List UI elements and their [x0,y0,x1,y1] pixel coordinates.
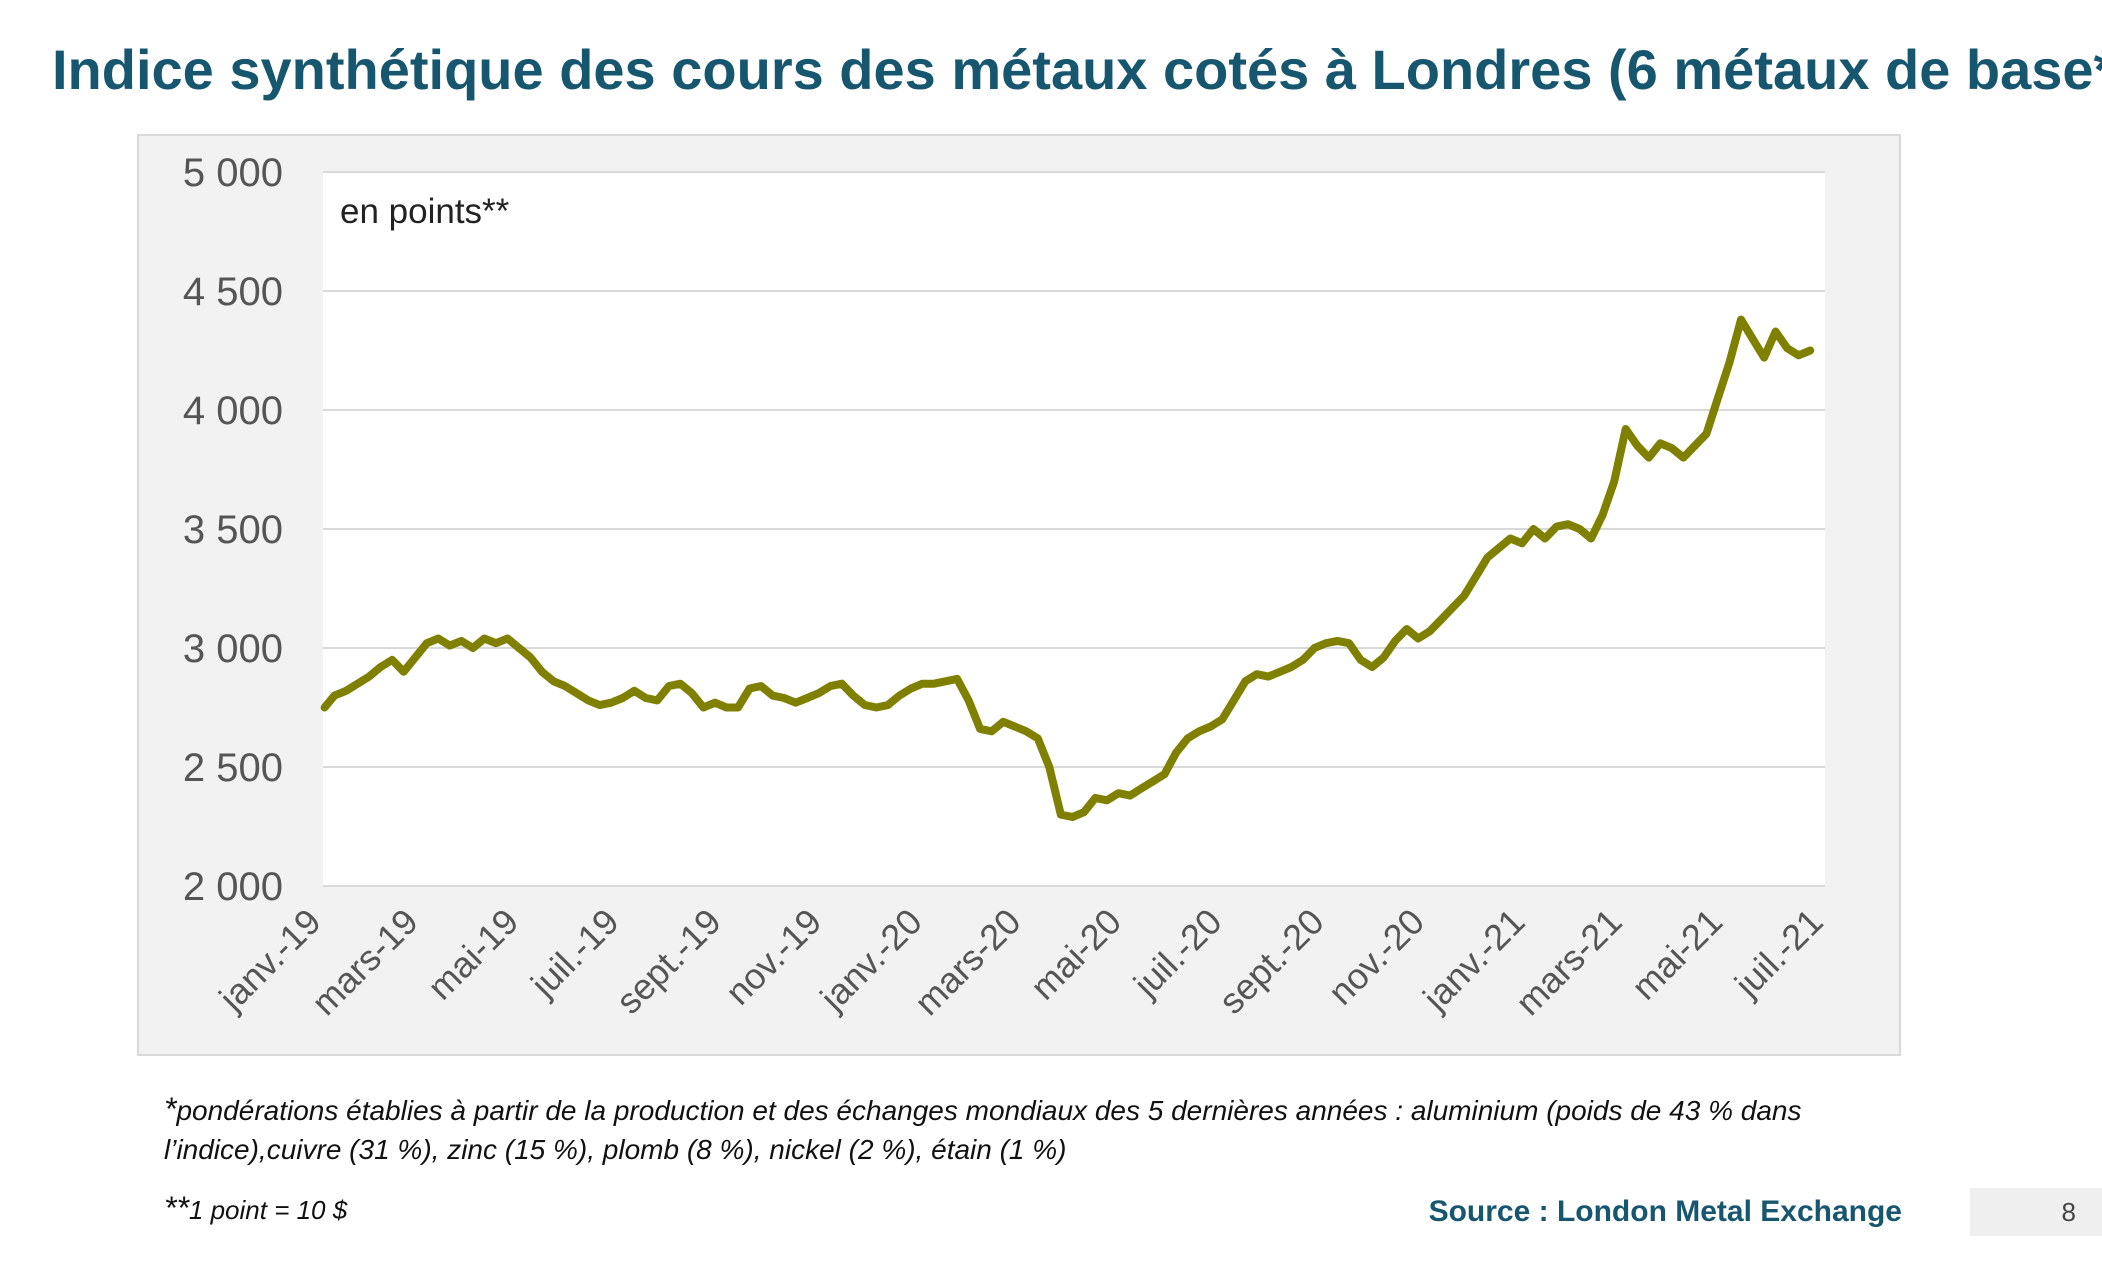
y-tick-label: 4 500 [183,270,283,314]
x-axis-ticks: janv.-19mars-19mai-19juil.-19sept.-19nov… [210,901,1830,1023]
x-tick-label: nov.-20 [1320,901,1432,1013]
y-axis-ticks: 2 000 2 500 3 000 3 500 4 000 4 500 5 000 [183,151,283,909]
x-tick-label: mars-19 [303,901,425,1023]
x-tick-label: sept.-20 [1211,901,1332,1022]
point-footnote: **1 point = 10 $ [164,1190,347,1228]
x-tick-label: mai-19 [419,901,526,1008]
slide-title: Indice synthétique des cours des métaux … [52,38,2102,101]
weights-footnote: *pondérations établies à partir de la pr… [164,1090,1934,1169]
y-tick-label: 3 000 [183,627,283,671]
page-number: 8 [1970,1188,2102,1236]
unit-label: en points** [340,192,510,231]
gridlines [323,171,1825,887]
x-tick-label: mars-21 [1507,901,1629,1023]
x-tick-label: sept.-19 [608,901,729,1022]
y-tick-label: 3 500 [183,508,283,552]
point-footnote-mark: ** [164,1190,189,1226]
y-tick-label: 2 000 [183,865,283,909]
weights-footnote-text: pondérations établies à partir de la pro… [164,1095,1802,1165]
weights-footnote-mark: * [164,1091,177,1127]
point-footnote-text: 1 point = 10 $ [188,1195,348,1225]
x-tick-label: janv.-20 [811,901,929,1019]
y-tick-label: 2 500 [183,746,283,790]
x-tick-label: juil.-21 [1726,901,1831,1006]
x-tick-label: mars-20 [906,901,1028,1023]
y-tick-label: 5 000 [183,151,283,195]
series-layer [320,315,1815,821]
y-tick-label: 4 000 [183,389,283,433]
series-line-0 [320,315,1815,821]
x-tick-label: nov.-19 [717,901,829,1013]
source-label: Source : London Metal Exchange [1428,1195,1902,1228]
x-tick-label: mai-20 [1022,901,1129,1008]
x-tick-label: mai-21 [1623,901,1730,1008]
